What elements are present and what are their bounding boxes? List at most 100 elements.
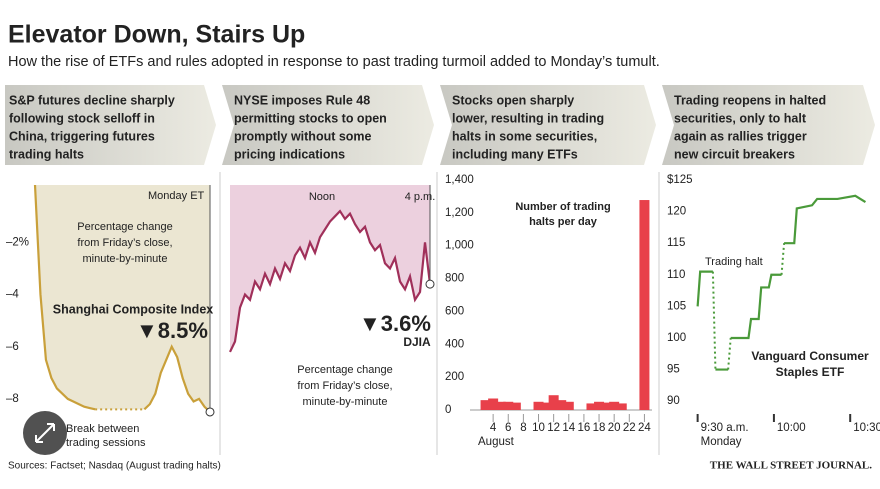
x-tick-label: 6 bbox=[505, 422, 511, 434]
note: minute-by-minute bbox=[83, 253, 168, 265]
y-tick-label: 110 bbox=[667, 269, 685, 281]
time-label: 4 p.m. bbox=[405, 191, 436, 203]
header-banner bbox=[662, 85, 875, 165]
x-tick-label: 10:00 bbox=[777, 422, 806, 434]
y-tick-label: –2% bbox=[6, 236, 29, 248]
bar bbox=[548, 395, 559, 410]
header-text: Stocks open sharply bbox=[452, 93, 574, 107]
x-sublabel: Monday bbox=[701, 436, 742, 448]
x-tick-label: 18 bbox=[593, 422, 606, 434]
halt-connector bbox=[711, 271, 717, 370]
y-tick-label: 1,200 bbox=[445, 207, 474, 219]
note: from Friday’s close, bbox=[77, 237, 172, 249]
y-tick-label: 400 bbox=[445, 338, 464, 350]
x-tick-label: 16 bbox=[578, 422, 591, 434]
x-tick-label: 10:30 bbox=[853, 422, 880, 434]
chart-label: Number of trading bbox=[515, 201, 610, 213]
y-tick-label: 1,400 bbox=[445, 174, 474, 186]
note: Percentage change bbox=[297, 364, 392, 376]
x-tick-label: 10 bbox=[532, 422, 545, 434]
end-marker bbox=[425, 279, 435, 289]
change-label: ▼8.5% bbox=[136, 318, 208, 343]
header-text: S&P futures decline sharply bbox=[9, 93, 175, 107]
x-tick-label: 8 bbox=[520, 422, 526, 434]
bar bbox=[616, 403, 627, 410]
header-text: NYSE imposes Rule 48 bbox=[234, 93, 370, 107]
note: Percentage change bbox=[77, 221, 172, 233]
area bbox=[35, 185, 210, 412]
y-tick-label: –6 bbox=[6, 341, 19, 353]
time-label: Monday ET bbox=[148, 190, 205, 202]
header-banner bbox=[222, 85, 434, 165]
header-text: including many ETFs bbox=[452, 147, 578, 161]
header-text: Trading reopens in halted bbox=[674, 93, 826, 107]
time-label: Noon bbox=[309, 191, 335, 203]
x-tick-label: 12 bbox=[547, 422, 560, 434]
y-tick-label: 1,000 bbox=[445, 240, 474, 252]
line bbox=[33, 184, 211, 413]
header-text: halts in some securities, bbox=[452, 129, 597, 143]
y-tick-label: 100 bbox=[667, 332, 686, 344]
header-text: lower, resulting in trading bbox=[452, 111, 604, 125]
x-tick-label: 20 bbox=[608, 422, 621, 434]
header-text: trading halts bbox=[9, 147, 84, 161]
break-note: Break between bbox=[66, 423, 139, 435]
bar bbox=[480, 400, 491, 410]
series-label: DJIA bbox=[403, 335, 431, 349]
header-text: again as rallies trigger bbox=[674, 129, 807, 143]
chart-label: halts per day bbox=[529, 216, 598, 228]
note: minute-by-minute bbox=[303, 396, 388, 408]
bar bbox=[594, 401, 605, 410]
x-tick-label: 4 bbox=[490, 422, 497, 434]
series-label: Staples ETF bbox=[776, 365, 845, 379]
series-label: Vanguard Consumer bbox=[751, 349, 869, 363]
y-tick-label: 90 bbox=[667, 395, 680, 407]
title: Elevator Down, Stairs Up bbox=[8, 21, 305, 49]
y-tick-label: 800 bbox=[445, 273, 464, 285]
publisher: THE WALL STREET JOURNAL. bbox=[710, 460, 872, 472]
halt-label: Trading halt bbox=[705, 256, 763, 268]
change-label: ▼3.6% bbox=[359, 311, 431, 336]
bar bbox=[639, 200, 650, 410]
x-tick-label: 14 bbox=[562, 422, 575, 434]
x-tick-label: 22 bbox=[623, 422, 636, 434]
header-banner bbox=[5, 85, 216, 165]
bar bbox=[541, 402, 552, 410]
bar bbox=[495, 401, 506, 410]
bar bbox=[609, 401, 620, 410]
y-tick-label: 115 bbox=[667, 237, 685, 249]
y-tick-label: –8 bbox=[6, 393, 19, 405]
bar bbox=[601, 402, 612, 410]
end-marker bbox=[205, 407, 215, 417]
line bbox=[696, 194, 867, 371]
y-tick-label: 600 bbox=[445, 305, 464, 317]
subtitle: How the rise of ETFs and rules adopted i… bbox=[8, 54, 660, 70]
bar bbox=[488, 398, 499, 410]
header-banner bbox=[440, 85, 656, 165]
series-label: Shanghai Composite Index bbox=[53, 302, 213, 316]
bar bbox=[563, 401, 574, 410]
y-tick-label: 95 bbox=[667, 364, 680, 376]
header-text: following stock selloff in bbox=[9, 111, 155, 125]
bar bbox=[510, 402, 521, 410]
bar bbox=[533, 401, 544, 410]
source: Sources: Factset; Nasdaq (August trading… bbox=[8, 461, 221, 472]
halt-connector bbox=[780, 243, 786, 275]
y-tick-label: 105 bbox=[667, 300, 686, 312]
note: from Friday’s close, bbox=[297, 380, 392, 392]
header-text: pricing indications bbox=[234, 147, 345, 161]
y-tick-label: 200 bbox=[445, 371, 464, 383]
header-text: promptly without some bbox=[234, 129, 372, 143]
bar bbox=[503, 401, 514, 410]
bar bbox=[556, 400, 567, 410]
header-text: permitting stocks to open bbox=[234, 111, 387, 125]
area bbox=[230, 185, 430, 352]
expand-button[interactable] bbox=[23, 411, 67, 455]
break-note: trading sessions bbox=[66, 437, 146, 449]
y-tick-label: –4 bbox=[6, 289, 19, 301]
y-tick-label: 0 bbox=[445, 404, 451, 416]
line bbox=[229, 209, 432, 353]
bar bbox=[586, 403, 597, 410]
halt-connector bbox=[727, 337, 732, 370]
